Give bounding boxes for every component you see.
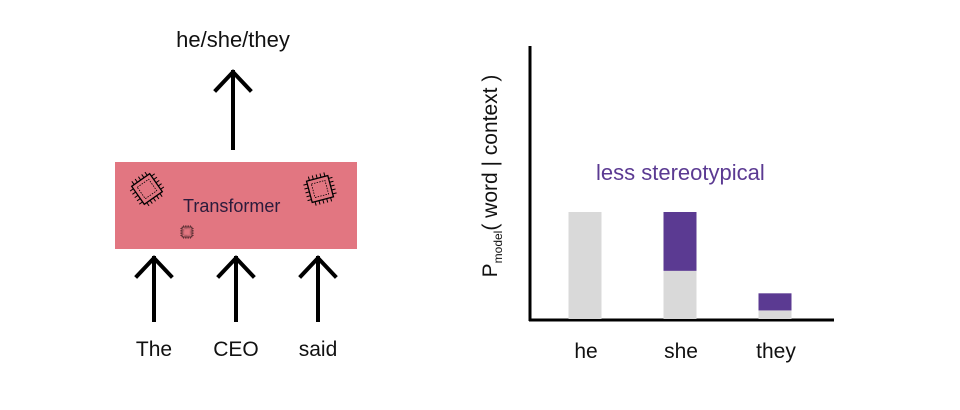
bar-she-segment-1 — [663, 270, 697, 319]
output-label: he/she/they — [176, 27, 290, 52]
y-axis-label-rest: ( word | context ) — [478, 74, 502, 231]
y-axis-label-sub: model — [491, 230, 506, 264]
bar-he-segment-1 — [568, 212, 602, 319]
bar-they-segment-2 — [758, 293, 792, 311]
output-arrow — [213, 69, 253, 150]
stereotype-annotation: less stereotypical — [596, 160, 765, 185]
input-token-said: said — [298, 338, 338, 361]
y-axis-label-main: P — [478, 263, 502, 278]
x-tick-label: they — [756, 340, 796, 363]
transformer-label: Transformer — [183, 196, 281, 216]
bar-they-segment-1 — [758, 310, 792, 319]
input-arrow-ceo — [216, 255, 256, 322]
bar-she-segment-2 — [663, 212, 697, 271]
input-token-ceo: CEO — [213, 338, 259, 361]
input-arrow-said — [298, 255, 338, 322]
x-tick-label: he — [574, 340, 598, 363]
x-tick-label: she — [664, 340, 698, 363]
input-token-the: The — [135, 338, 173, 361]
input-arrow-the — [134, 255, 174, 322]
